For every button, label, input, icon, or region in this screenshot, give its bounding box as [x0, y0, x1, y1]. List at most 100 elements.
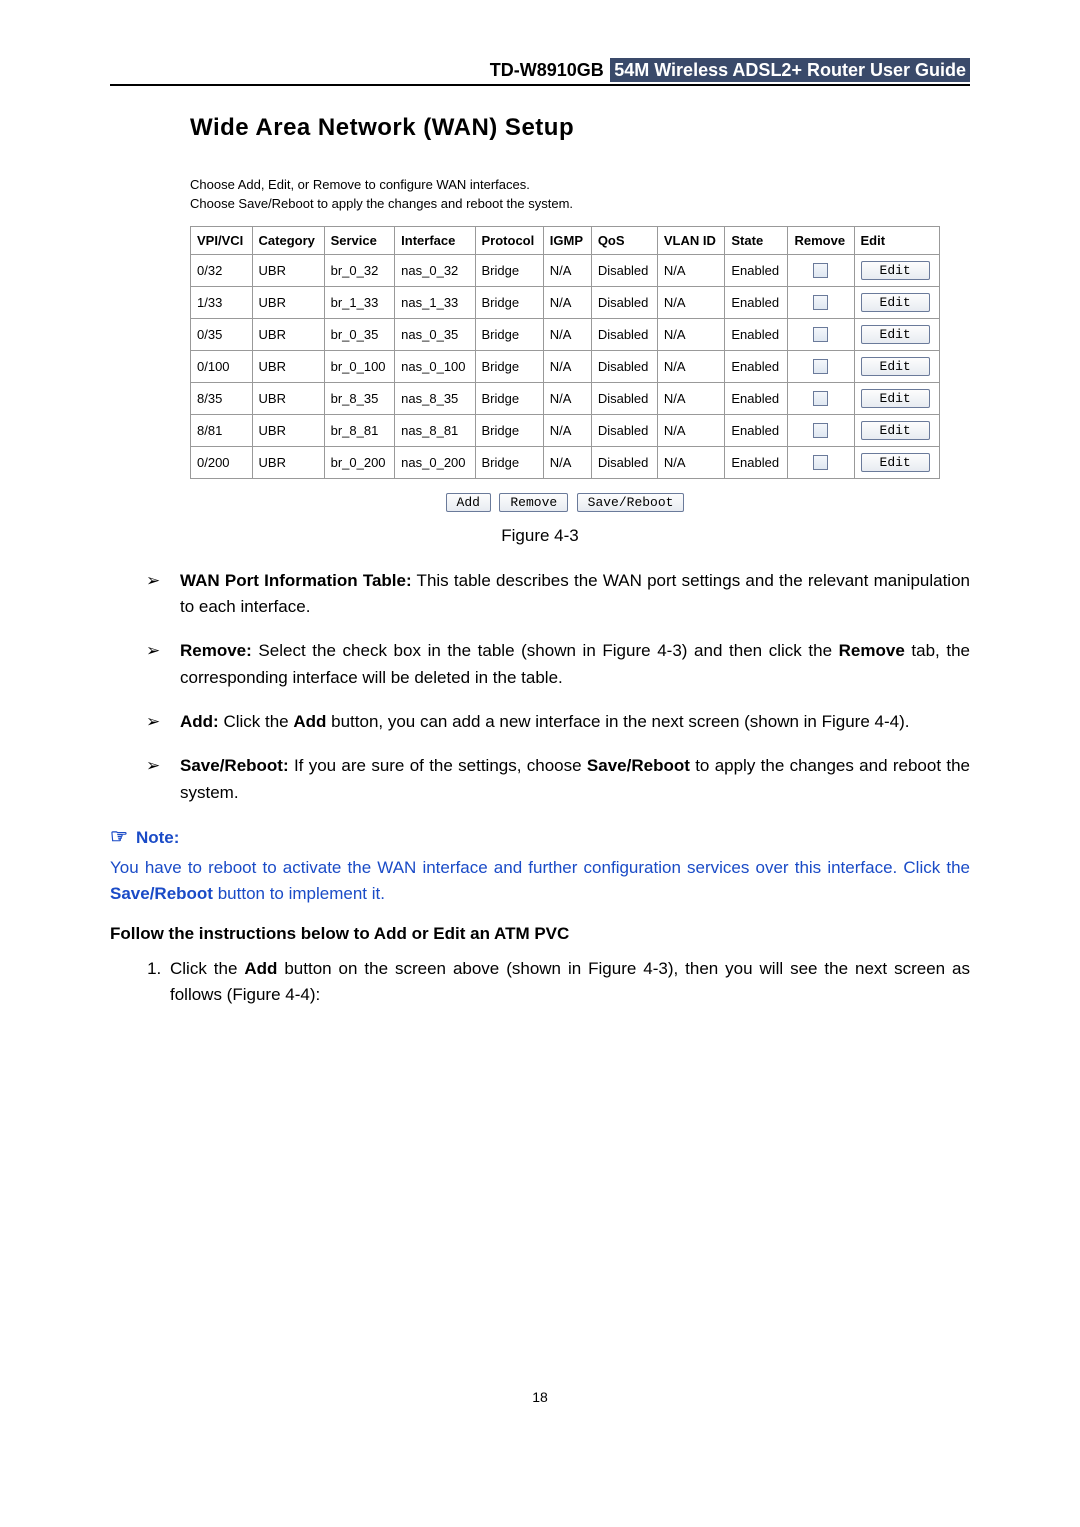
bullet-wan-port-info: WAN Port Information Table: This table d…	[146, 568, 970, 621]
bullet-remove: Remove: Select the check box in the tabl…	[146, 638, 970, 691]
cell-edit: Edit	[854, 318, 939, 350]
cell-vlanid: N/A	[657, 318, 725, 350]
remove-checkbox[interactable]	[813, 263, 828, 278]
cell-state: Enabled	[725, 254, 788, 286]
edit-button[interactable]: Edit	[861, 453, 930, 472]
cell-category: UBR	[252, 446, 324, 478]
cell-vpivci: 8/81	[191, 414, 253, 446]
steps-list: Click the Add button on the screen above…	[110, 956, 970, 1009]
cell-service: br_8_81	[324, 414, 395, 446]
table-header-row: VPI/VCI Category Service Interface Proto…	[191, 226, 940, 254]
cell-igmp: N/A	[543, 446, 591, 478]
col-qos: QoS	[591, 226, 657, 254]
cell-service: br_0_200	[324, 446, 395, 478]
cell-interface: nas_8_35	[395, 382, 475, 414]
wan-desc: Choose Add, Edit, or Remove to configure…	[190, 176, 940, 214]
save-reboot-button[interactable]: Save/Reboot	[577, 493, 685, 512]
step1-bold: Add	[244, 959, 277, 978]
button-row: Add Remove Save/Reboot	[190, 493, 940, 512]
b2-mid: Select the check box in the table (shown…	[252, 641, 839, 660]
page-number: 18	[110, 1389, 970, 1405]
cell-category: UBR	[252, 350, 324, 382]
cell-protocol: Bridge	[475, 350, 543, 382]
edit-button[interactable]: Edit	[861, 389, 930, 408]
cell-vpivci: 0/35	[191, 318, 253, 350]
wan-desc-line1: Choose Add, Edit, or Remove to configure…	[190, 177, 530, 192]
cell-qos: Disabled	[591, 318, 657, 350]
cell-vlanid: N/A	[657, 286, 725, 318]
cell-category: UBR	[252, 382, 324, 414]
remove-checkbox[interactable]	[813, 295, 828, 310]
cell-igmp: N/A	[543, 286, 591, 318]
cell-edit: Edit	[854, 350, 939, 382]
figure-caption: Figure 4-3	[110, 526, 970, 546]
wan-title: Wide Area Network (WAN) Setup	[190, 114, 940, 142]
remove-checkbox[interactable]	[813, 455, 828, 470]
follow-heading: Follow the instructions below to Add or …	[110, 924, 970, 944]
cell-protocol: Bridge	[475, 254, 543, 286]
col-service: Service	[324, 226, 395, 254]
b3-bold: Add:	[180, 712, 219, 731]
edit-button[interactable]: Edit	[861, 293, 930, 312]
cell-service: br_0_32	[324, 254, 395, 286]
remove-checkbox[interactable]	[813, 391, 828, 406]
cell-service: br_0_100	[324, 350, 395, 382]
col-vpivci: VPI/VCI	[191, 226, 253, 254]
note-label: Note:	[136, 828, 179, 847]
table-row: 0/35UBRbr_0_35nas_0_35BridgeN/ADisabledN…	[191, 318, 940, 350]
cell-vpivci: 0/32	[191, 254, 253, 286]
cell-qos: Disabled	[591, 382, 657, 414]
b1-bold: WAN Port Information Table:	[180, 571, 412, 590]
pointing-hand-icon: ☞	[110, 826, 128, 848]
table-row: 1/33UBRbr_1_33nas_1_33BridgeN/ADisabledN…	[191, 286, 940, 318]
cell-interface: nas_0_32	[395, 254, 475, 286]
cell-qos: Disabled	[591, 446, 657, 478]
note-body: You have to reboot to activate the WAN i…	[110, 855, 970, 906]
cell-igmp: N/A	[543, 382, 591, 414]
remove-button[interactable]: Remove	[499, 493, 568, 512]
cell-protocol: Bridge	[475, 318, 543, 350]
b3-bold2: Add	[293, 712, 326, 731]
b2-bold2: Remove	[839, 641, 905, 660]
model-label: TD-W8910GB	[490, 60, 604, 80]
edit-button[interactable]: Edit	[861, 325, 930, 344]
edit-button[interactable]: Edit	[861, 357, 930, 376]
bullet-save-reboot: Save/Reboot: If you are sure of the sett…	[146, 753, 970, 806]
cell-protocol: Bridge	[475, 382, 543, 414]
table-row: 0/200UBRbr_0_200nas_0_200BridgeN/ADisabl…	[191, 446, 940, 478]
cell-qos: Disabled	[591, 286, 657, 318]
col-category: Category	[252, 226, 324, 254]
col-protocol: Protocol	[475, 226, 543, 254]
cell-state: Enabled	[725, 350, 788, 382]
table-row: 8/35UBRbr_8_35nas_8_35BridgeN/ADisabledN…	[191, 382, 940, 414]
cell-interface: nas_8_81	[395, 414, 475, 446]
cell-vlanid: N/A	[657, 254, 725, 286]
col-edit: Edit	[854, 226, 939, 254]
cell-protocol: Bridge	[475, 414, 543, 446]
cell-vlanid: N/A	[657, 350, 725, 382]
remove-checkbox[interactable]	[813, 327, 828, 342]
step1-p1: Click the	[170, 959, 244, 978]
cell-remove	[788, 446, 854, 478]
wan-interfaces-table: VPI/VCI Category Service Interface Proto…	[190, 226, 940, 479]
cell-remove	[788, 318, 854, 350]
remove-checkbox[interactable]	[813, 359, 828, 374]
doc-header: TD-W8910GB 54M Wireless ADSL2+ Router Us…	[110, 60, 970, 86]
col-interface: Interface	[395, 226, 475, 254]
guide-title: 54M Wireless ADSL2+ Router User Guide	[610, 58, 970, 82]
add-button[interactable]: Add	[446, 493, 491, 512]
b4-bold: Save/Reboot:	[180, 756, 289, 775]
cell-interface: nas_0_35	[395, 318, 475, 350]
b4-bold2: Save/Reboot	[587, 756, 690, 775]
cell-igmp: N/A	[543, 254, 591, 286]
cell-qos: Disabled	[591, 350, 657, 382]
b3-mid: Click the	[219, 712, 294, 731]
col-state: State	[725, 226, 788, 254]
edit-button[interactable]: Edit	[861, 261, 930, 280]
edit-button[interactable]: Edit	[861, 421, 930, 440]
remove-checkbox[interactable]	[813, 423, 828, 438]
cell-state: Enabled	[725, 318, 788, 350]
cell-service: br_8_35	[324, 382, 395, 414]
cell-vlanid: N/A	[657, 414, 725, 446]
cell-edit: Edit	[854, 382, 939, 414]
